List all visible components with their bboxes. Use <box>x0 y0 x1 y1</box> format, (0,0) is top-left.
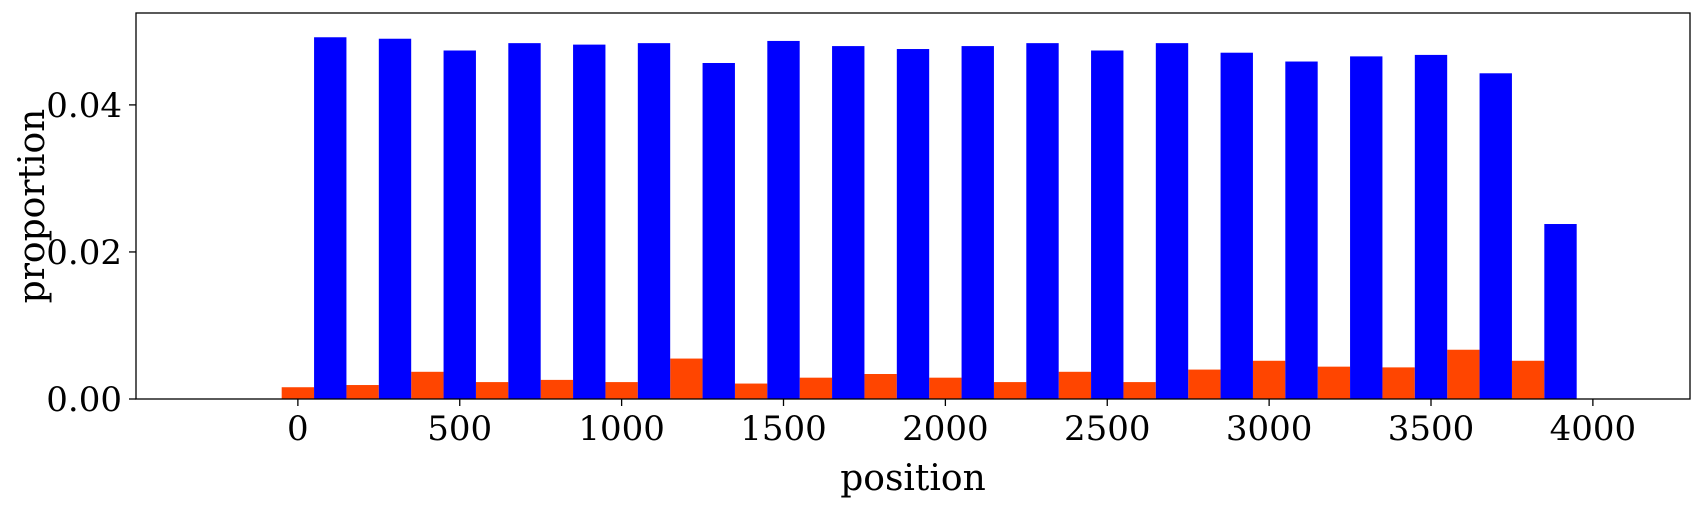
bar-series-0-bin-7 <box>734 383 768 399</box>
bar-series-1-bin-18 <box>1479 73 1512 399</box>
bar-series-0-bin-1 <box>346 385 379 399</box>
bar-series-0-bin-13 <box>1123 382 1156 399</box>
bar-series-1-bin-3 <box>508 43 541 399</box>
x-tick-label: 2500 <box>1064 409 1151 449</box>
x-tick-label: 3000 <box>1226 409 1313 449</box>
bar-series-1-bin-2 <box>443 50 476 400</box>
y-axis-label: proportion <box>12 109 53 304</box>
bar-series-1-bin-5 <box>637 43 671 399</box>
bar-series-1-bin-7 <box>767 40 800 399</box>
bar-series-1-bin-10 <box>961 46 994 399</box>
bar-series-1-bin-17 <box>1414 54 1448 400</box>
bar-series-1-bin-13 <box>1155 43 1189 399</box>
x-tick-label: 0 <box>287 409 309 449</box>
bar-series-1-bin-0 <box>314 37 347 400</box>
bar-series-0-bin-12 <box>1058 371 1092 399</box>
bar-series-1-bin-11 <box>1026 43 1059 399</box>
bar-series-0-bin-4 <box>540 379 574 399</box>
x-tick-label: 1500 <box>740 409 827 449</box>
y-tick-label: 0.02 <box>46 233 122 273</box>
bar-series-1-bin-16 <box>1350 56 1383 399</box>
bar-series-0-bin-14 <box>1188 369 1221 399</box>
bar-series-1-bin-4 <box>573 44 606 400</box>
x-axis: 0 500 1000 1500 2000 2500 3000 3500 4000 <box>287 399 1636 449</box>
bar-series-1-bin-19 <box>1544 224 1577 399</box>
bar-series-0-bin-5 <box>605 382 638 399</box>
y-tick-label: 0.00 <box>46 380 122 420</box>
x-tick-label: 2000 <box>902 409 989 449</box>
x-tick-label: 500 <box>427 409 492 449</box>
bar-series-1-bin-14 <box>1220 52 1253 400</box>
bar-series-1-bin-1 <box>378 38 412 399</box>
bar-series-0-bin-16 <box>1317 366 1351 399</box>
bar-series-1-bin-12 <box>1091 50 1124 400</box>
bar-series-0-bin-2 <box>411 371 444 399</box>
bar-series-0-bin-15 <box>1252 360 1286 399</box>
bar-series-0-bin-17 <box>1382 367 1415 399</box>
bar-series-0-bin-10 <box>929 377 962 399</box>
bar-series-0-bin-18 <box>1447 349 1480 399</box>
bar-series-0-bin-3 <box>475 382 509 399</box>
bar-series-0-bin-11 <box>993 382 1027 399</box>
x-axis-label: position <box>840 458 986 499</box>
bar-series-1-bin-9 <box>896 49 930 399</box>
x-tick-label: 3500 <box>1388 409 1475 449</box>
bar-series-1-bin-6 <box>702 62 735 400</box>
bar-series-1-bin-8 <box>832 46 865 399</box>
plot-frame <box>135 12 1691 400</box>
y-tick-label: 0.04 <box>46 86 122 126</box>
bar-series-0-bin-8 <box>799 377 833 399</box>
bar-series-0-bin-0 <box>281 387 315 399</box>
x-tick-label: 1000 <box>578 409 665 449</box>
y-axis: 0.00 0.02 0.04 <box>46 86 136 420</box>
bars-layer <box>281 37 1577 400</box>
bar-series-1-bin-15 <box>1285 61 1318 399</box>
bar-series-0-bin-6 <box>670 358 703 399</box>
bar-series-0-bin-19 <box>1511 360 1545 399</box>
x-tick-label: 4000 <box>1550 409 1637 449</box>
bar-series-0-bin-9 <box>864 374 897 399</box>
